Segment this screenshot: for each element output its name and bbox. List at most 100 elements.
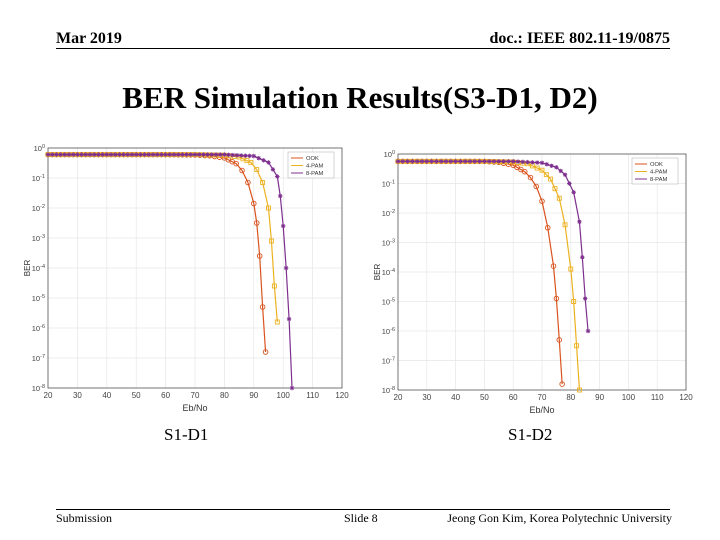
data-point-8-pam [75, 152, 80, 157]
data-point-ook [550, 263, 557, 269]
data-point-8-pam [458, 159, 463, 164]
data-point-4-pam [274, 319, 280, 325]
data-point-8-pam [439, 159, 444, 164]
x-tick-label: 110 [651, 393, 664, 402]
data-point-8-pam [530, 160, 535, 165]
data-point-8-pam [226, 152, 231, 158]
data-point-ook [539, 198, 545, 204]
data-point-ook [559, 381, 565, 387]
data-point-8-pam [501, 159, 506, 164]
data-point-8-pam [138, 152, 143, 157]
data-point-8-pam [62, 152, 67, 157]
data-point-8-pam [515, 159, 521, 164]
data-point-8-pam [585, 328, 591, 334]
y-tick-label: 10-1 [32, 174, 45, 183]
data-point-8-pam [278, 193, 283, 199]
data-point-8-pam [104, 152, 109, 157]
data-point-8-pam [239, 153, 244, 158]
data-point-8-pam [125, 152, 130, 157]
data-point-ook [233, 160, 239, 167]
x-tick-label: 90 [249, 391, 258, 400]
data-point-8-pam [100, 152, 105, 157]
x-axis-label: Eb/No [182, 403, 207, 413]
data-point-8-pam [176, 152, 181, 157]
data-point-4-pam [266, 205, 271, 211]
x-tick-label: 90 [595, 393, 604, 402]
caption-s1-d1: S1-D1 [164, 425, 209, 444]
chart-svg: 20 30 40 50 60 70 80 90 100 110 120 100 10-1 10-2 10-3… [23, 144, 349, 413]
y-tick-label: 10-6 [32, 324, 45, 333]
data-point-4-pam [248, 159, 254, 165]
data-point-8-pam [549, 163, 554, 168]
data-point-8-pam [477, 159, 482, 164]
data-point-ook [245, 179, 251, 186]
x-tick-label: 120 [335, 391, 349, 400]
data-point-8-pam [525, 159, 530, 165]
data-point-8-pam [405, 159, 410, 164]
data-point-8-pam [583, 296, 588, 301]
slide-title: BER Simulation Results(S3-D1, D2) [122, 80, 598, 115]
data-point-8-pam [448, 159, 453, 164]
data-point-8-pam [167, 152, 172, 157]
data-point-8-pam [434, 159, 439, 164]
data-point-8-pam [281, 223, 286, 229]
data-point-8-pam [571, 190, 576, 195]
data-point-8-pam [58, 152, 63, 157]
x-tick-label: 70 [191, 391, 200, 400]
data-point-4-pam [568, 266, 574, 272]
y-tick-label: 10-7 [32, 354, 45, 363]
data-point-8-pam [251, 153, 256, 159]
data-point-8-pam [129, 152, 135, 157]
x-tick-label: 80 [566, 393, 575, 402]
data-point-8-pam [96, 152, 101, 157]
data-point-8-pam [117, 152, 122, 157]
y-tick-label: 10-3 [32, 234, 45, 243]
y-tick-label: 10-6 [382, 327, 395, 336]
data-point-8-pam [92, 152, 97, 157]
y-tick-label: 10-4 [32, 264, 45, 273]
data-point-4-pam [576, 387, 582, 393]
footer-divider [56, 509, 670, 510]
y-tick-label: 100 [384, 150, 395, 159]
data-point-8-pam [261, 158, 266, 163]
data-point-8-pam [192, 152, 198, 157]
x-tick-label: 30 [73, 391, 82, 400]
data-point-8-pam [121, 152, 126, 157]
data-point-8-pam [205, 152, 210, 157]
data-point-8-pam [79, 152, 84, 157]
data-point-4-pam [548, 176, 554, 182]
data-point-8-pam [487, 159, 492, 164]
data-point-4-pam [534, 165, 540, 171]
header-divider [56, 48, 670, 49]
data-point-4-pam [268, 238, 274, 244]
x-tick-label: 20 [44, 391, 53, 400]
data-point-8-pam [142, 152, 147, 157]
data-point-8-pam [163, 152, 168, 157]
x-tick-label: 80 [220, 391, 229, 400]
data-point-8-pam [197, 152, 202, 157]
data-point-8-pam [491, 159, 497, 164]
data-point-8-pam [159, 152, 164, 157]
x-tick-label: 70 [538, 393, 547, 402]
data-point-8-pam [482, 159, 487, 164]
data-point-ook [545, 224, 551, 231]
data-point-8-pam [544, 162, 549, 167]
data-point-8-pam [243, 153, 248, 158]
data-point-8-pam [146, 152, 151, 157]
x-tick-label: 60 [509, 393, 518, 402]
data-point-8-pam [467, 159, 473, 164]
data-point-8-pam [150, 152, 156, 157]
data-point-8-pam [554, 165, 559, 170]
footer-submission: Submission [56, 511, 113, 525]
data-point-8-pam [188, 152, 193, 157]
y-tick-label: 10-2 [32, 204, 45, 213]
legend-label-ook: OOK [306, 156, 319, 162]
data-point-8-pam [184, 152, 189, 157]
chart-s1-d2: 20 30 40 50 60 70 80 90 100 110 120 100 10-1 10-2 10-3… [372, 148, 694, 416]
legend-label-4-pam: 4-PAM [650, 170, 667, 176]
y-tick-label: 10-4 [382, 268, 395, 277]
data-point-8-pam [520, 159, 525, 165]
x-axis-label: Eb/No [529, 405, 554, 415]
data-point-8-pam [453, 159, 458, 164]
y-axis-label: BER [373, 264, 382, 281]
